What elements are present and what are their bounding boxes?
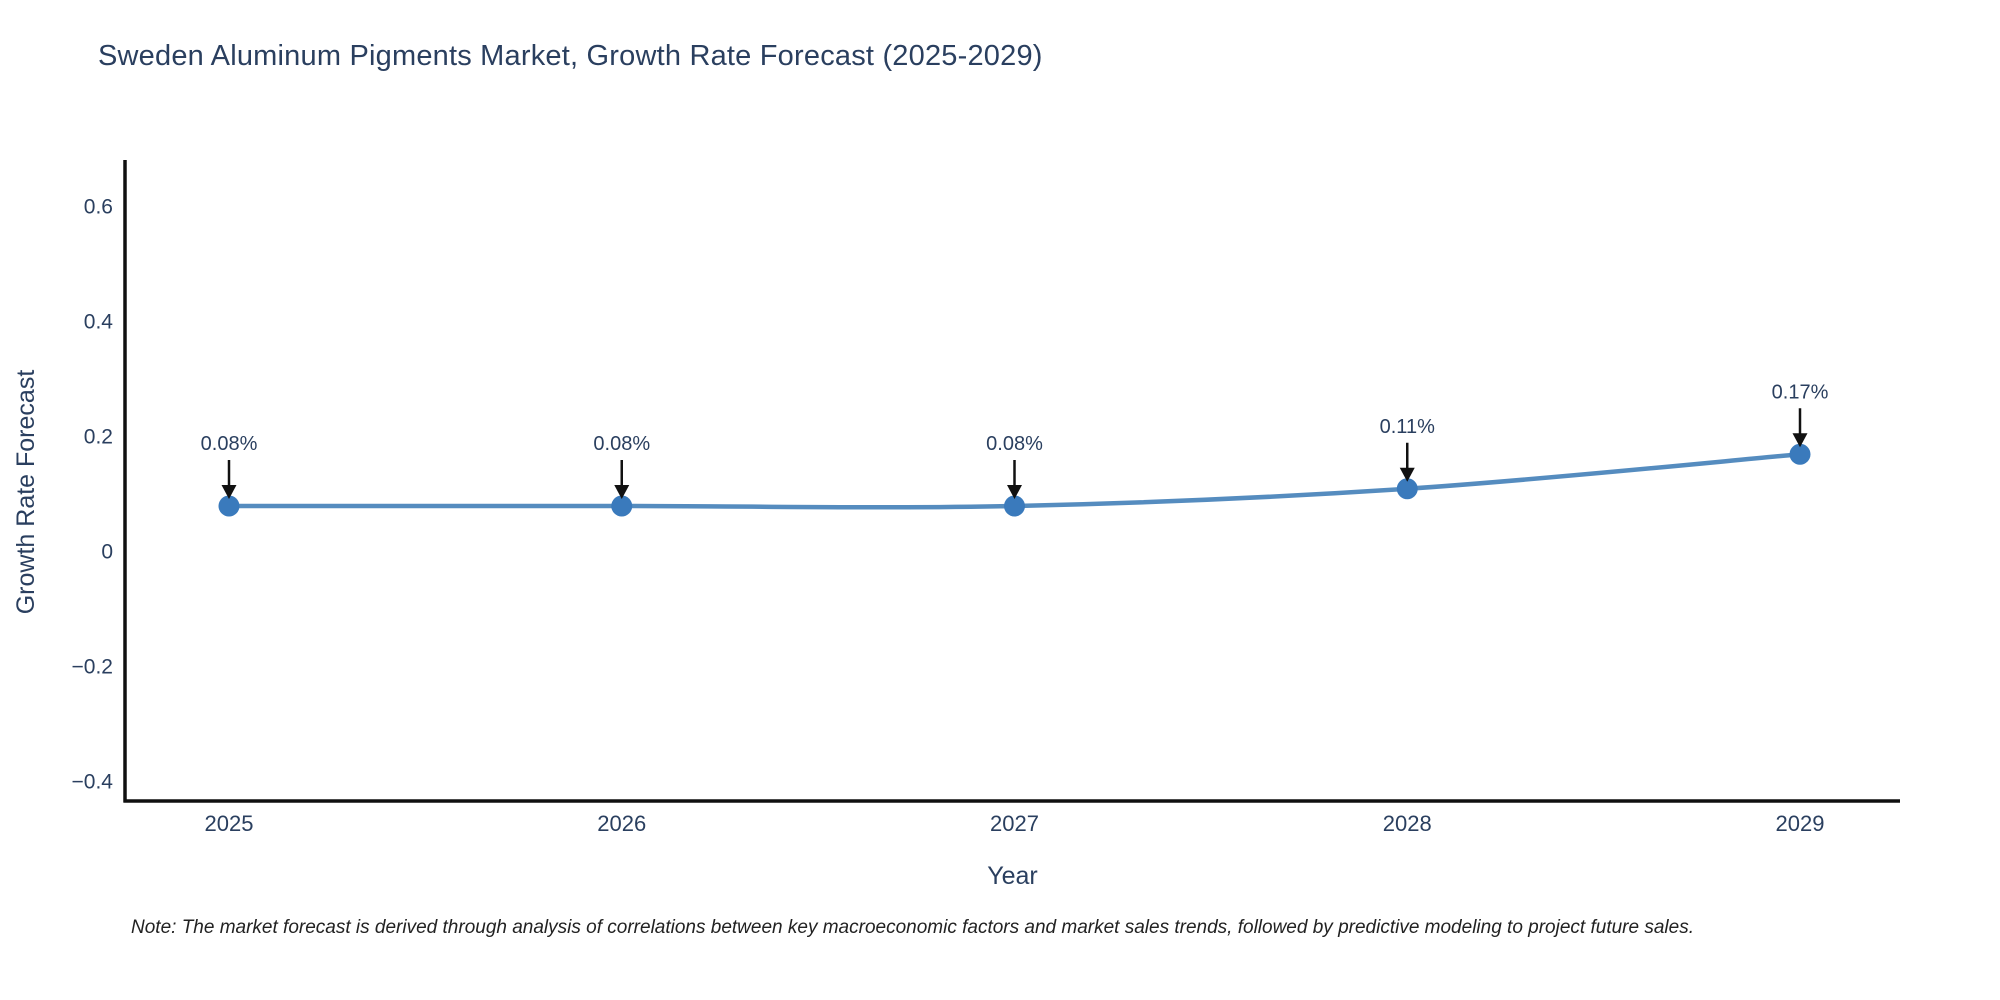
annotation-label: 0.08%: [986, 433, 1043, 455]
annotation-arrowhead: [1399, 467, 1415, 482]
x-tick-label: 2029: [1776, 811, 1825, 836]
annotation-arrowhead: [1007, 485, 1022, 499]
data-point: [611, 495, 633, 517]
annotation-arrowhead: [221, 485, 237, 499]
x-axis-title: Year: [987, 862, 1038, 890]
y-tick-label: 0: [101, 541, 113, 564]
y-tick-label: 0.2: [84, 426, 113, 449]
annotation-arrowhead: [1792, 433, 1808, 448]
y-tick-label: 0.6: [84, 196, 113, 219]
x-tick-label: 2026: [597, 811, 646, 836]
y-tick-label: −0.4: [72, 771, 114, 794]
y-tick-label: −0.2: [72, 656, 113, 679]
data-point: [1396, 478, 1418, 500]
x-tick-label: 2025: [205, 811, 254, 836]
data-point: [1789, 443, 1811, 465]
annotation-label: 0.08%: [201, 433, 258, 455]
data-point: [218, 495, 240, 517]
y-tick-label: 0.4: [84, 311, 114, 334]
annotation-label: 0.17%: [1772, 381, 1829, 403]
annotation-arrowhead: [614, 485, 630, 499]
annotation-label: 0.08%: [593, 433, 650, 455]
x-tick-label: 2028: [1383, 811, 1432, 836]
chart-title: Sweden Aluminum Pigments Market, Growth …: [98, 40, 1043, 72]
footnote: Note: The market forecast is derived thr…: [131, 917, 1694, 938]
data-point: [1004, 495, 1025, 517]
x-tick-label: 2027: [990, 811, 1039, 836]
annotation-label: 0.11%: [1380, 416, 1435, 438]
